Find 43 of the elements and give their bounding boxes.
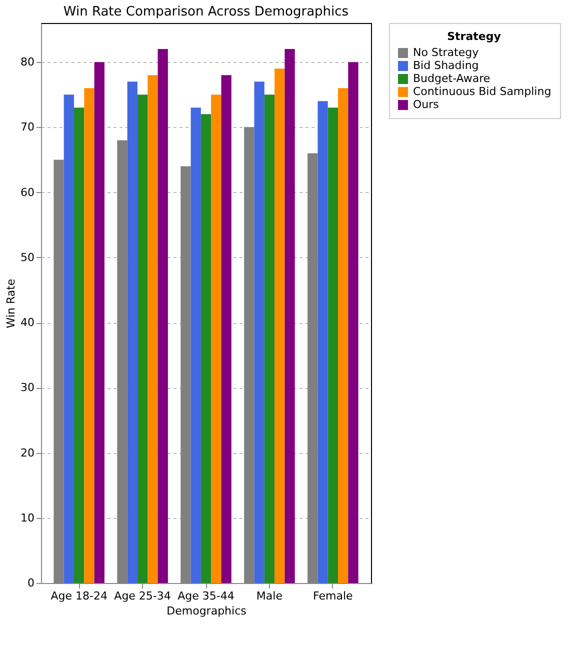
chart-title: Win Rate Comparison Across Demographics xyxy=(63,4,349,20)
y-tick-label: 60 xyxy=(20,186,34,199)
x-tick-label: Female xyxy=(313,590,354,602)
legend-label: Bid Shading xyxy=(413,59,479,72)
bar xyxy=(211,94,222,583)
bar xyxy=(127,82,138,583)
bar xyxy=(274,68,285,583)
bar xyxy=(84,88,94,583)
bar xyxy=(64,94,74,583)
x-tick-label: Age 35-44 xyxy=(178,590,234,602)
legend-title: Strategy xyxy=(447,30,501,43)
bar xyxy=(148,75,158,583)
bar xyxy=(74,108,84,583)
x-tick-label: Male xyxy=(256,590,283,602)
y-tick-label: 80 xyxy=(20,56,34,69)
y-tick-label: 30 xyxy=(20,381,34,394)
bar xyxy=(221,75,232,583)
bar xyxy=(200,114,212,583)
legend-label: Budget-Aware xyxy=(413,72,490,85)
bar xyxy=(348,62,358,583)
y-tick-label: 40 xyxy=(20,316,34,330)
legend-label: Continuous Bid Sampling xyxy=(413,85,552,98)
y-tick-label: 20 xyxy=(20,446,34,460)
bar xyxy=(158,49,168,583)
bar xyxy=(190,108,201,583)
bar xyxy=(338,88,348,583)
legend-label: Ours xyxy=(413,98,440,111)
bar xyxy=(94,62,104,583)
bar xyxy=(137,94,148,583)
x-tick-label: Age 18-24 xyxy=(50,590,108,602)
x-tick-label: Age 25-34 xyxy=(114,590,171,602)
bar xyxy=(284,49,295,583)
y-axis-title: Win Rate xyxy=(4,278,18,328)
y-tick-label: 50 xyxy=(20,250,34,264)
legend-label: No Strategy xyxy=(413,46,480,59)
bar xyxy=(328,108,338,583)
bar xyxy=(318,101,328,583)
x-axis-title: Demographics xyxy=(166,604,247,618)
y-tick-label: 70 xyxy=(20,120,34,134)
y-tick-label: 0 xyxy=(28,576,34,590)
bar xyxy=(264,94,275,583)
bar xyxy=(254,82,264,583)
y-tick-label: 10 xyxy=(20,511,34,524)
